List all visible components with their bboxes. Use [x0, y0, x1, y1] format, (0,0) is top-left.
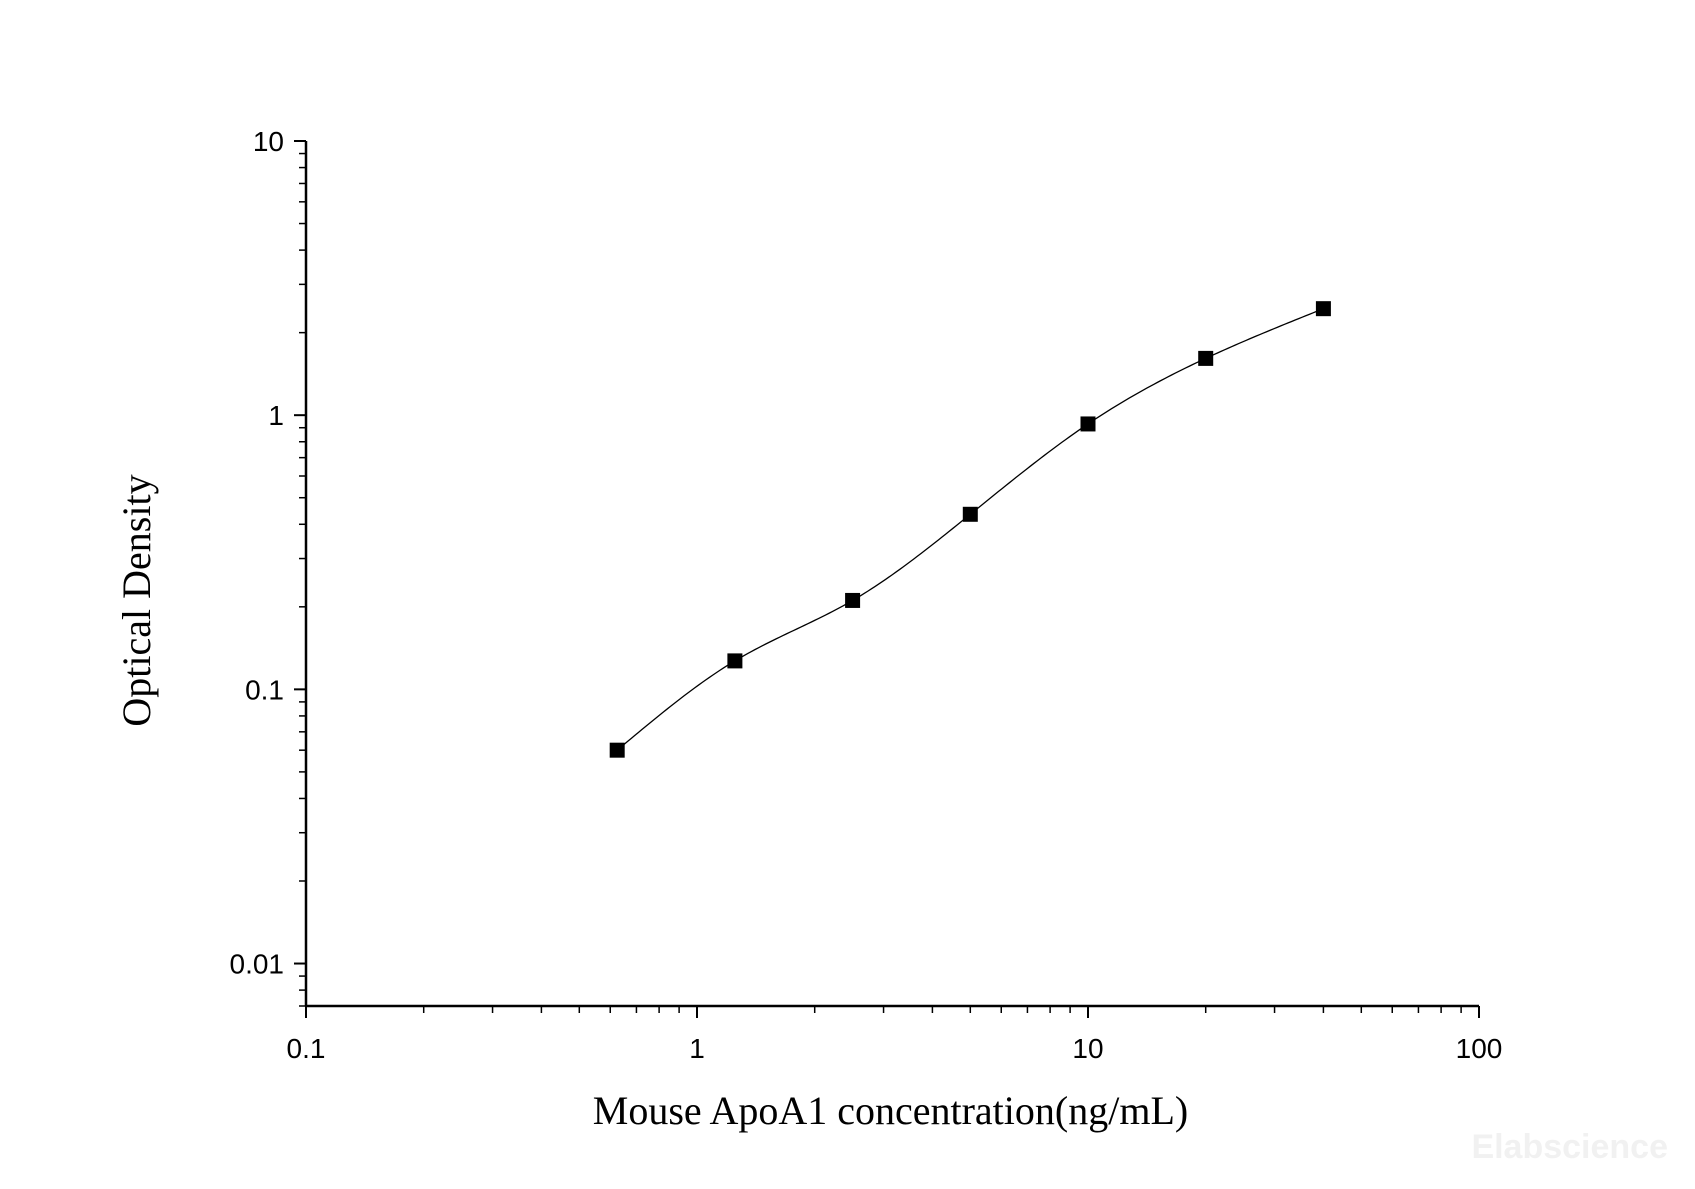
- y-axis-title: Optical Density: [114, 474, 159, 726]
- y-tick-label: 10: [253, 126, 284, 157]
- x-tick-label: 0.1: [287, 1033, 326, 1064]
- x-axis-title: Mouse ApoA1 concentration(ng/mL): [593, 1088, 1188, 1133]
- data-point: [1315, 301, 1331, 317]
- data-point: [727, 653, 743, 669]
- data-points: [609, 301, 1331, 758]
- data-point: [1080, 416, 1096, 432]
- axis-ticks: [294, 140, 1480, 1018]
- x-tick-label: 100: [1456, 1033, 1503, 1064]
- y-tick-label: 1: [268, 400, 284, 431]
- x-tick-label: 10: [1072, 1033, 1103, 1064]
- y-tick-label: 0.1: [245, 674, 284, 705]
- tick-labels: 0.1 1 10 100 10 1 0.1 0.01: [230, 126, 1503, 1064]
- x-tick-label: 1: [689, 1033, 705, 1064]
- y-tick-label: 0.01: [230, 949, 285, 980]
- data-point: [845, 592, 861, 608]
- data-point: [962, 506, 978, 522]
- axes: [304, 141, 1479, 1008]
- data-point: [609, 742, 625, 758]
- data-point: [1198, 350, 1214, 366]
- watermark-logo: Elabscience: [1471, 1128, 1668, 1166]
- fit-curve: [616, 308, 1324, 751]
